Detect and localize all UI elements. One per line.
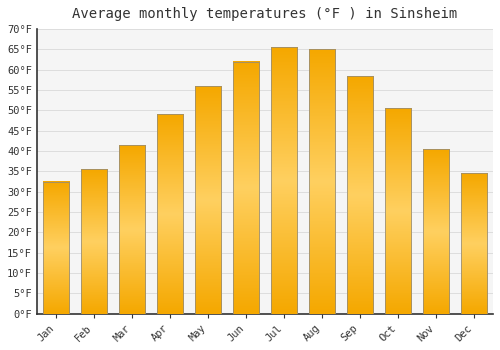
Bar	[80, 169, 107, 314]
Bar	[460, 173, 487, 314]
Bar	[422, 149, 450, 314]
Bar	[156, 114, 183, 314]
Bar	[118, 145, 145, 314]
Bar	[42, 182, 69, 314]
Bar	[232, 62, 259, 314]
Bar	[384, 108, 411, 314]
Bar	[346, 76, 374, 314]
Bar	[308, 49, 336, 314]
Bar	[270, 47, 297, 314]
Bar	[194, 86, 221, 314]
Title: Average monthly temperatures (°F ) in Sinsheim: Average monthly temperatures (°F ) in Si…	[72, 7, 458, 21]
